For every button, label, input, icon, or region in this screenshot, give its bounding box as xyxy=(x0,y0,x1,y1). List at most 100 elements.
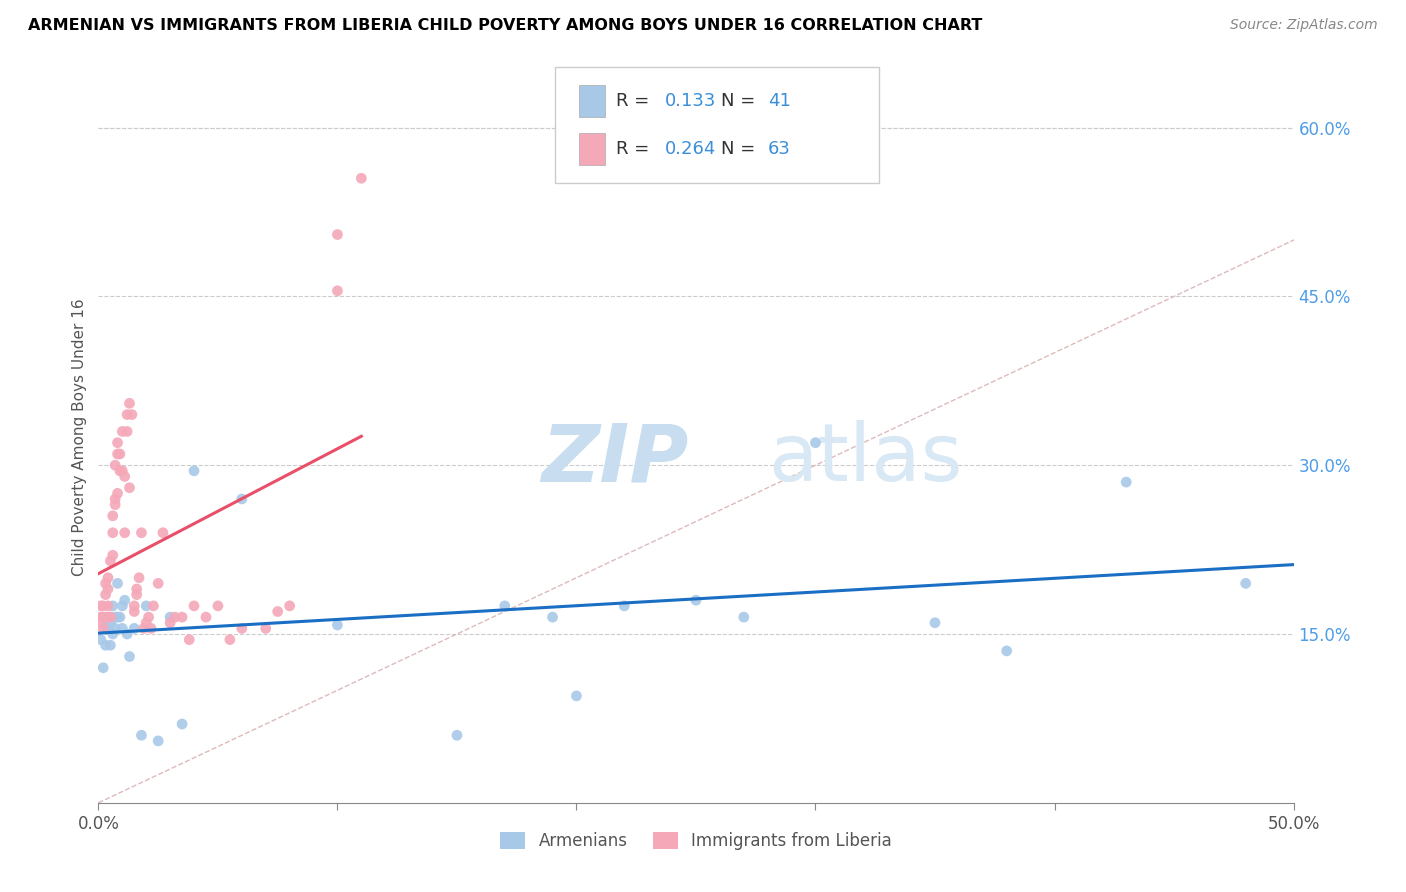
Point xyxy=(541,610,564,624)
Point xyxy=(107,486,129,500)
Point xyxy=(148,734,170,748)
Point xyxy=(207,599,229,613)
Point xyxy=(219,632,242,647)
Point xyxy=(101,627,124,641)
Point xyxy=(101,508,124,523)
Point xyxy=(995,644,1018,658)
Point xyxy=(565,689,588,703)
Point xyxy=(804,435,827,450)
Text: 63: 63 xyxy=(768,140,790,158)
Point xyxy=(267,605,290,619)
Text: 41: 41 xyxy=(768,92,790,110)
Text: ZIP: ZIP xyxy=(541,420,688,498)
Point xyxy=(91,621,114,635)
Point xyxy=(97,571,120,585)
Text: atlas: atlas xyxy=(768,420,962,498)
Point xyxy=(91,661,114,675)
Text: R =: R = xyxy=(616,92,655,110)
Point xyxy=(94,621,117,635)
Point xyxy=(91,610,114,624)
Point xyxy=(90,599,112,613)
Point xyxy=(125,582,148,596)
Point xyxy=(98,615,122,630)
Point xyxy=(98,554,122,568)
Point xyxy=(132,621,155,635)
Point xyxy=(114,525,136,540)
Point xyxy=(111,621,134,635)
Point xyxy=(135,599,157,613)
Point xyxy=(98,610,122,624)
Point xyxy=(125,588,148,602)
Point xyxy=(326,227,349,242)
Point xyxy=(104,498,127,512)
Point xyxy=(111,425,134,439)
Point xyxy=(101,525,124,540)
Point xyxy=(124,605,146,619)
Text: Source: ZipAtlas.com: Source: ZipAtlas.com xyxy=(1230,18,1378,32)
Point xyxy=(179,632,201,647)
Point xyxy=(613,599,636,613)
Point xyxy=(118,649,141,664)
Point xyxy=(98,638,122,652)
Point xyxy=(101,548,124,562)
Point xyxy=(254,621,277,635)
Point xyxy=(104,458,127,473)
Point xyxy=(101,599,124,613)
Point xyxy=(104,621,127,635)
Point xyxy=(115,627,138,641)
Point xyxy=(90,632,112,647)
Point xyxy=(94,588,117,602)
Point xyxy=(97,610,120,624)
Point xyxy=(159,615,181,630)
Text: N =: N = xyxy=(721,92,761,110)
Point xyxy=(231,491,253,506)
Point xyxy=(131,525,153,540)
Text: R =: R = xyxy=(616,140,655,158)
Text: ARMENIAN VS IMMIGRANTS FROM LIBERIA CHILD POVERTY AMONG BOYS UNDER 16 CORRELATIO: ARMENIAN VS IMMIGRANTS FROM LIBERIA CHIL… xyxy=(28,18,983,33)
Point xyxy=(111,599,134,613)
Point xyxy=(278,599,301,613)
Point xyxy=(128,571,150,585)
Point xyxy=(124,621,146,635)
Point xyxy=(115,408,138,422)
Point xyxy=(138,610,160,624)
Point xyxy=(98,610,122,624)
Point xyxy=(733,610,755,624)
Point xyxy=(115,425,138,439)
Point xyxy=(135,615,157,630)
Point xyxy=(108,464,131,478)
Point xyxy=(97,582,120,596)
Point xyxy=(97,599,120,613)
Point xyxy=(142,599,165,613)
Point xyxy=(91,599,114,613)
Point xyxy=(108,447,131,461)
Point xyxy=(148,576,170,591)
Point xyxy=(118,481,141,495)
Point xyxy=(183,464,205,478)
Text: 0.264: 0.264 xyxy=(665,140,717,158)
Point xyxy=(104,610,127,624)
Point xyxy=(114,469,136,483)
Point xyxy=(90,610,112,624)
Point xyxy=(107,576,129,591)
Point xyxy=(97,621,120,635)
Point xyxy=(94,610,117,624)
Legend: Armenians, Immigrants from Liberia: Armenians, Immigrants from Liberia xyxy=(494,825,898,856)
Point xyxy=(107,435,129,450)
Point xyxy=(139,621,162,635)
Point xyxy=(494,599,516,613)
Point xyxy=(163,610,186,624)
Point xyxy=(107,447,129,461)
Point xyxy=(326,618,349,632)
Point xyxy=(1115,475,1137,489)
Point xyxy=(152,525,174,540)
Point xyxy=(124,599,146,613)
Point xyxy=(114,593,136,607)
Point xyxy=(685,593,707,607)
Point xyxy=(172,610,194,624)
Point xyxy=(94,638,117,652)
Point xyxy=(118,396,141,410)
Text: 0.133: 0.133 xyxy=(665,92,717,110)
Point xyxy=(195,610,218,624)
Point xyxy=(90,615,112,630)
